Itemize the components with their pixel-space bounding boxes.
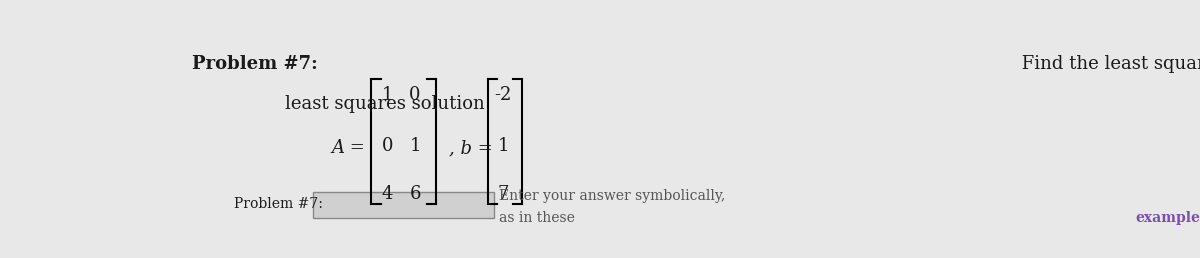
- Text: 0: 0: [409, 86, 421, 103]
- FancyBboxPatch shape: [313, 192, 494, 218]
- Text: 6: 6: [409, 185, 421, 203]
- Text: A =: A =: [331, 139, 365, 157]
- Text: Enter your answer symbolically,: Enter your answer symbolically,: [499, 189, 725, 203]
- Text: 0: 0: [382, 137, 392, 155]
- Text: -2: -2: [494, 86, 512, 103]
- Text: , b =: , b =: [450, 139, 493, 157]
- Text: Find the least squares solutions of: Find the least squares solutions of: [1016, 55, 1200, 73]
- Text: Problem #7:: Problem #7:: [234, 197, 323, 211]
- Text: examples: examples: [1135, 211, 1200, 225]
- Text: 1: 1: [409, 137, 421, 155]
- Text: as in these: as in these: [499, 211, 580, 225]
- Text: 7: 7: [498, 185, 509, 203]
- Text: 4: 4: [382, 185, 392, 203]
- Text: 1: 1: [498, 137, 509, 155]
- Text: least squares solution: least squares solution: [284, 94, 491, 112]
- Text: Problem #7:: Problem #7:: [192, 55, 318, 73]
- Text: 1: 1: [382, 86, 392, 103]
